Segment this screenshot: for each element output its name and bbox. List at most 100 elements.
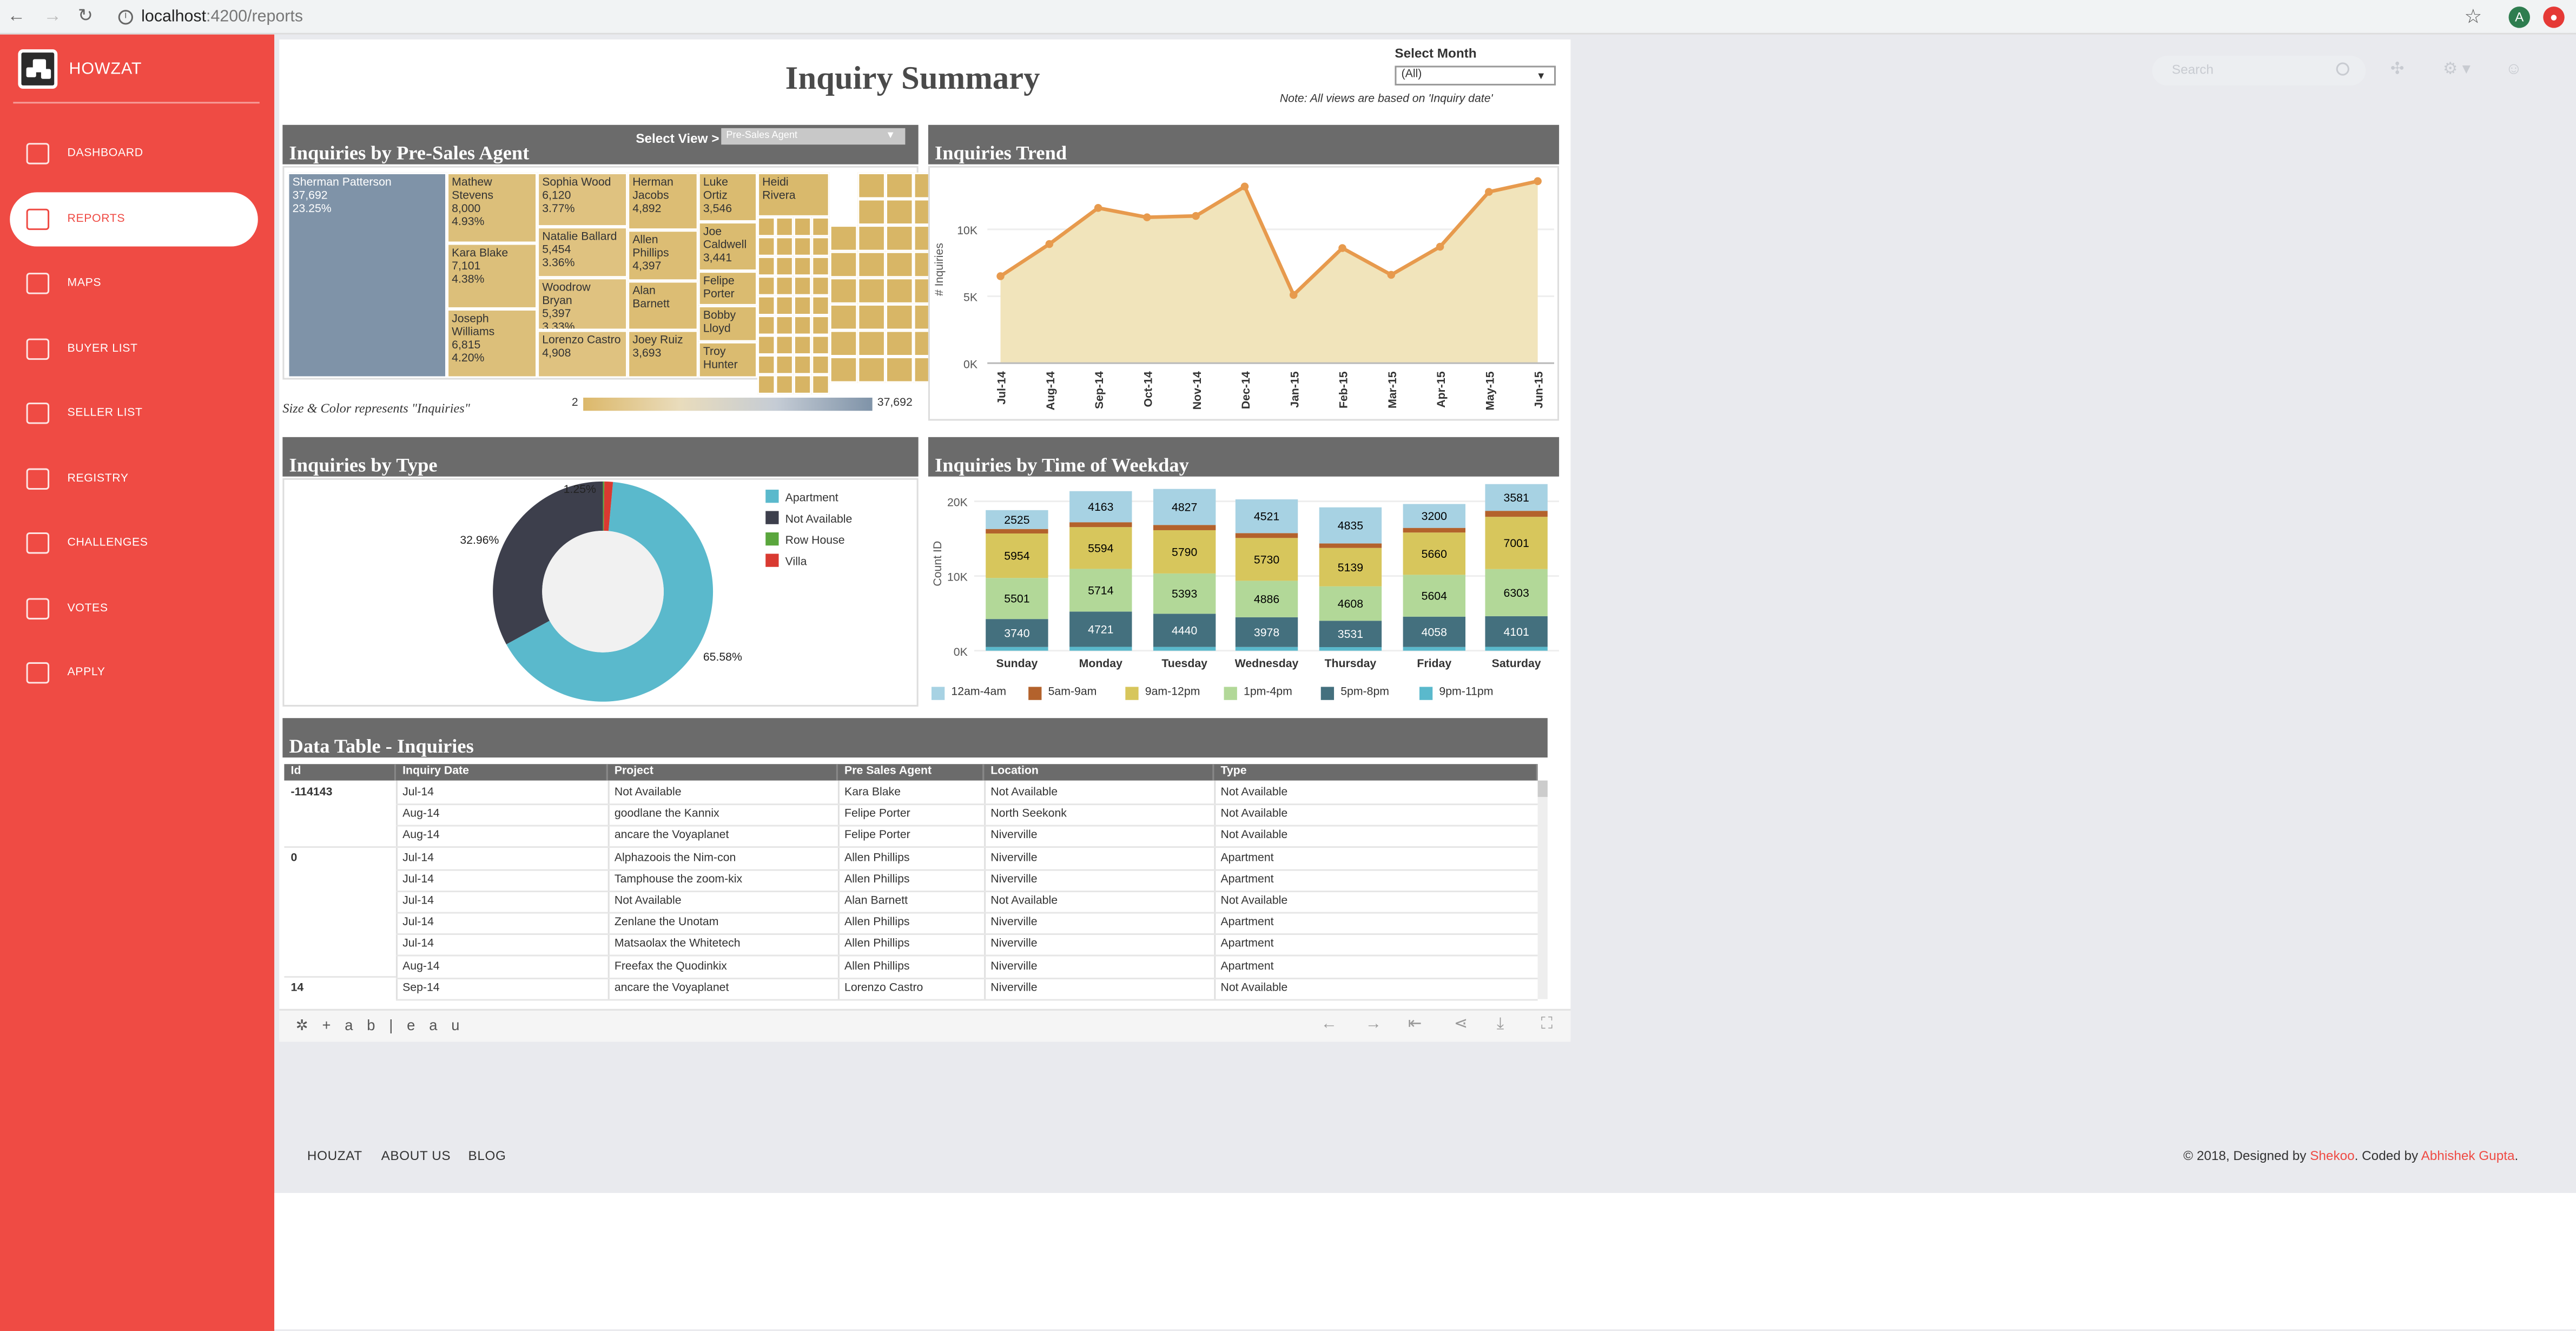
treemap-cell[interactable]: Heidi Rivera	[757, 172, 830, 217]
treemap-cell[interactable]: Troy Hunter	[698, 341, 758, 378]
treemap-cell[interactable]: Herman Jacobs 4,892	[628, 172, 698, 230]
treemap-cell[interactable]	[857, 251, 886, 278]
treemap-cell[interactable]	[829, 278, 858, 304]
treemap-cell[interactable]	[811, 216, 830, 237]
treemap-cell[interactable]	[793, 335, 812, 355]
legend-label[interactable]: Not Available	[785, 512, 853, 525]
trend-point[interactable]	[1387, 271, 1396, 279]
legend-swatch[interactable]	[765, 532, 779, 546]
legend-label[interactable]: Row House	[785, 533, 845, 546]
trend-point[interactable]	[1534, 177, 1542, 186]
bar-segment[interactable]	[1319, 507, 1382, 544]
address-bar[interactable]: i localhost:4200/reports	[108, 3, 2507, 31]
download-icon[interactable]: ⤓	[1496, 1015, 1504, 1034]
bar-segment[interactable]	[1319, 586, 1382, 621]
profile-avatar[interactable]: A	[2508, 6, 2530, 28]
legend-label[interactable]: Apartment	[785, 491, 838, 504]
treemap-cell[interactable]: Allen Phillips 4,397	[628, 230, 698, 281]
treemap-cell[interactable]: Alan Barnett	[628, 281, 698, 331]
treemap-cell[interactable]	[793, 315, 812, 335]
legend-label[interactable]: 5am-9am	[1048, 687, 1097, 699]
treemap-cell[interactable]	[857, 172, 886, 199]
legend-swatch[interactable]	[1125, 687, 1139, 700]
treemap-cell[interactable]	[857, 330, 886, 357]
treemap-cell[interactable]	[775, 276, 794, 296]
tableau-logo[interactable]: ✲ + a b | e a u	[296, 1017, 465, 1035]
treemap-cell[interactable]	[885, 357, 914, 383]
bar-segment[interactable]	[1235, 581, 1298, 617]
legend-label[interactable]: 1pm-4pm	[1244, 687, 1292, 699]
treemap-cell[interactable]	[885, 172, 914, 199]
treemap-cell[interactable]	[811, 374, 830, 394]
treemap-cell[interactable]: Felipe Porter	[698, 271, 758, 306]
sidebar-item-reports[interactable]: REPORTS	[10, 191, 258, 246]
treemap-cell[interactable]: Luke Ortiz 3,546	[698, 172, 758, 222]
treemap-cell[interactable]	[829, 304, 858, 331]
treemap-cell[interactable]: Lorenzo Castro 4,908	[537, 330, 628, 378]
treemap-cell[interactable]	[857, 225, 886, 252]
settings-icon[interactable]: ⚙ ▾	[2443, 61, 2471, 79]
bar-segment[interactable]	[1153, 573, 1216, 614]
legend-swatch[interactable]	[765, 490, 779, 503]
trend-point[interactable]	[996, 272, 1005, 280]
treemap-cell[interactable]	[885, 304, 914, 331]
legend-label[interactable]: 9am-12pm	[1145, 687, 1200, 699]
treemap-cell[interactable]: Mathew Stevens 8,000 4.93%	[447, 172, 538, 243]
bar-segment[interactable]	[986, 578, 1048, 620]
treemap-cell[interactable]	[811, 295, 830, 316]
bar-segment[interactable]	[986, 510, 1048, 529]
treemap-cell[interactable]	[757, 276, 776, 296]
donut-slice[interactable]	[506, 482, 714, 702]
treemap-cell[interactable]	[757, 216, 776, 237]
bar-segment[interactable]	[1153, 530, 1216, 574]
bar-segment[interactable]	[1319, 543, 1382, 548]
legend-label[interactable]: Villa	[785, 555, 807, 568]
bar-segment[interactable]	[1403, 647, 1466, 651]
treemap-cell[interactable]	[857, 199, 886, 226]
search-input[interactable]: Search	[2152, 56, 2366, 85]
bar-segment[interactable]	[1069, 527, 1132, 569]
donut-slice[interactable]	[493, 481, 603, 644]
treemap-cell[interactable]	[793, 295, 812, 316]
treemap-cell[interactable]: Kara Blake 7,101 4.38%	[447, 243, 538, 309]
treemap-cell[interactable]	[793, 256, 812, 276]
trend-point[interactable]	[1485, 188, 1493, 196]
bar-segment[interactable]	[1069, 522, 1132, 528]
treemap-cell[interactable]	[857, 278, 886, 304]
treemap-cell[interactable]	[829, 357, 858, 383]
sidebar-item-buyer-list[interactable]: BUYER LIST	[10, 321, 258, 375]
legend-label[interactable]: 12am-4am	[951, 687, 1007, 699]
designer-link[interactable]: Shekoo	[2310, 1148, 2355, 1164]
bar-segment[interactable]	[1485, 511, 1548, 517]
bar-segment[interactable]	[1319, 548, 1382, 587]
treemap-cell[interactable]	[775, 295, 794, 316]
footer-link-about[interactable]: ABOUT US	[381, 1148, 451, 1164]
treemap-cell[interactable]	[885, 199, 914, 226]
sidebar-item-registry[interactable]: REGISTRY	[10, 451, 258, 505]
treemap-cell[interactable]	[775, 354, 794, 375]
treemap-cell[interactable]: Joe Caldwell 3,441	[698, 221, 758, 272]
treemap-cell[interactable]: Joseph Williams 6,815 4.20%	[447, 308, 538, 378]
trend-point[interactable]	[1436, 242, 1444, 251]
bar-segment[interactable]	[1235, 538, 1298, 581]
table-column-header[interactable]: Type	[1214, 764, 1538, 781]
treemap-cell[interactable]	[775, 315, 794, 335]
treemap-cell[interactable]	[793, 374, 812, 394]
treemap-cell[interactable]	[885, 225, 914, 252]
bar-segment[interactable]	[1069, 569, 1132, 612]
legend-label[interactable]: 5pm-8pm	[1340, 687, 1390, 699]
trend-point[interactable]	[1338, 244, 1346, 252]
back-icon[interactable]: ←	[7, 6, 26, 27]
bar-segment[interactable]	[1153, 489, 1216, 525]
treemap-cell[interactable]	[811, 354, 830, 375]
revert-icon[interactable]: ⇤	[1408, 1015, 1422, 1034]
extension-icon[interactable]: ●	[2543, 6, 2565, 28]
legend-swatch[interactable]	[765, 554, 779, 567]
trend-point[interactable]	[1192, 212, 1200, 220]
sidebar-item-challenges[interactable]: CHALLENGES	[10, 516, 258, 570]
treemap-cell[interactable]	[757, 374, 776, 394]
bar-segment[interactable]	[1319, 647, 1382, 651]
site-info-icon[interactable]: i	[118, 10, 133, 25]
bar-segment[interactable]	[1403, 504, 1466, 528]
bar-segment[interactable]	[1403, 528, 1466, 533]
